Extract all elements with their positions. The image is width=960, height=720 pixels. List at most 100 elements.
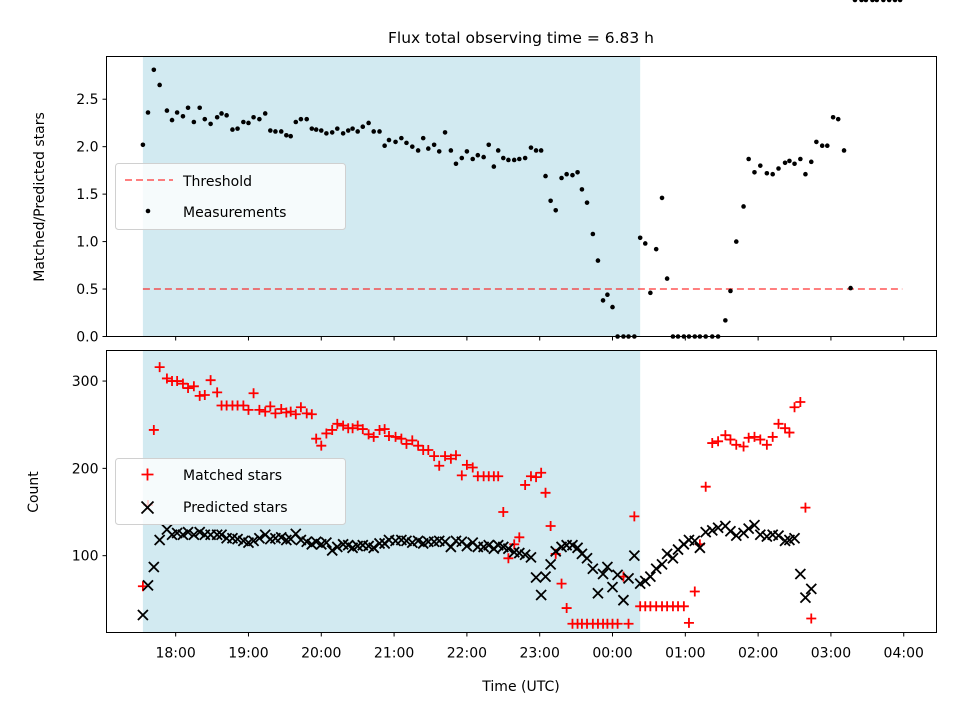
x-tick-label: 00:00 (592, 646, 632, 662)
x-tick-label: 18:00 (155, 646, 195, 662)
measurement-point (741, 204, 746, 209)
matched-star-marker (295, 402, 306, 413)
matched-star-marker (357, 424, 368, 435)
predicted-star-marker (519, 549, 531, 561)
matched-star-marker (514, 532, 525, 543)
measurement-point (728, 288, 733, 294)
y-tick-label: 1.0 (76, 235, 98, 251)
measurement-point (371, 129, 377, 134)
top-legend: Threshold Measurements (115, 163, 346, 230)
measurement-point (600, 298, 606, 303)
measurement-point (197, 105, 202, 111)
measurement-point (533, 148, 539, 153)
measurement-point (475, 152, 481, 158)
matched-star-marker (270, 408, 281, 419)
matched-star-marker (612, 618, 623, 629)
measurement-point (841, 148, 847, 153)
measurement-point (584, 200, 590, 205)
matched-star-marker (254, 404, 265, 415)
measurement-point (293, 119, 299, 125)
matched-star-marker (183, 383, 194, 394)
measurement-point (897, 0, 903, 3)
measurement-point (436, 149, 442, 154)
predicted-star-marker (650, 563, 662, 575)
matched-star-marker (761, 439, 772, 450)
matched-star-marker (806, 613, 817, 624)
measurement-point (564, 171, 569, 177)
measurement-point (415, 148, 421, 153)
top-panel: 0.0 0.5 1.0 1.5 2.0 2.5 Matched/Predicted sta… (32, 0, 937, 346)
measurement-point (273, 129, 278, 134)
matched-star-marker (629, 511, 640, 522)
matched-star-marker (561, 603, 572, 614)
bottom-legend: Matched stars Predicted stars (115, 458, 346, 525)
measurement-point (637, 235, 643, 241)
predicted-star-marker (779, 535, 791, 547)
measurement-point (863, 0, 869, 3)
matched-star-marker (467, 462, 478, 473)
predicted-star-marker (137, 609, 149, 621)
threshold-legend-label: Threshold (182, 174, 252, 190)
matched-star-marker (238, 400, 249, 411)
bottom-panel: 100 200 300 18:00 19:00 20:00 21:00 22:00 23:00… (26, 350, 937, 695)
matched-stars-points (138, 362, 817, 629)
matched-star-marker (332, 418, 343, 429)
measurement-point (164, 108, 170, 113)
measurement-point (174, 110, 180, 115)
measurement-point (360, 124, 366, 130)
measurement-point (776, 166, 781, 171)
predicted-stars-points (137, 520, 817, 621)
matched-star-marker (177, 378, 188, 389)
bottom-axes-frame (106, 350, 937, 633)
predicted-star-marker (581, 552, 593, 564)
y-tick-label: 200 (72, 461, 99, 477)
matched-star-marker (731, 439, 742, 450)
predicted-star-marker (689, 535, 701, 547)
measurement-point (278, 129, 284, 134)
matched-star-marker (413, 440, 424, 451)
predicted-star-marker (331, 541, 343, 553)
matched-star-marker (725, 434, 736, 445)
matched-star-marker (276, 403, 287, 414)
matched-star-marker (440, 451, 451, 462)
measurement-point (340, 131, 346, 136)
matched-star-marker (450, 450, 461, 461)
measurement-point (224, 113, 229, 118)
matched-star-marker (509, 539, 520, 550)
matched-star-marker (683, 617, 694, 628)
matched-star-marker (773, 418, 784, 429)
x-tick-label: 22:00 (447, 646, 487, 662)
measurement-point (202, 116, 208, 122)
measurement-point (814, 139, 819, 145)
measurement-point (313, 127, 319, 132)
predicted-star-marker (724, 525, 737, 537)
predicted-star-marker (622, 572, 635, 585)
matched-star-marker (493, 471, 504, 482)
measurement-point (404, 140, 409, 146)
measurement-point (723, 318, 728, 323)
measurement-points (140, 0, 903, 339)
matched-star-marker (434, 460, 445, 471)
predicted-star-marker (550, 545, 562, 557)
measurement-point (648, 290, 653, 296)
predicted-star-marker (461, 540, 473, 552)
measurement-point (180, 113, 186, 119)
predicted-star-marker (730, 529, 742, 542)
measurement-point (464, 149, 470, 154)
measurement-point (881, 0, 886, 3)
matched-star-marker (212, 387, 223, 398)
predicted-star-marker (215, 529, 228, 541)
top-axes-frame (106, 56, 937, 337)
predicted-star-marker (280, 534, 292, 546)
measurement-point (506, 157, 511, 163)
measurement-point (770, 171, 775, 177)
matched-star-marker (148, 424, 159, 435)
measurement-point (733, 239, 739, 244)
x-tick-label: 04:00 (884, 646, 924, 662)
matched-star-marker (423, 445, 434, 456)
matched-star-marker (678, 601, 689, 612)
matched-star-marker (800, 502, 811, 513)
measurement-point (235, 126, 240, 131)
measurement-point (495, 148, 501, 153)
x-tick-label: 03:00 (811, 646, 851, 662)
